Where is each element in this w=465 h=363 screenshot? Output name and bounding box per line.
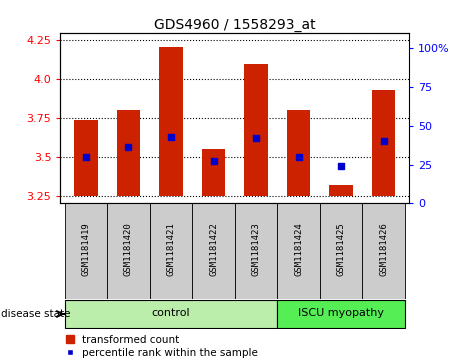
Point [338, 163, 345, 169]
Point [125, 144, 132, 150]
Bar [287, 110, 310, 196]
Bar [362, 203, 405, 299]
Bar [150, 203, 193, 299]
Bar [193, 203, 235, 299]
Text: GSM1181426: GSM1181426 [379, 223, 388, 276]
Bar [245, 64, 268, 196]
Bar [159, 46, 183, 196]
Legend: transformed count, percentile rank within the sample: transformed count, percentile rank withi… [66, 335, 258, 358]
Text: GSM1181419: GSM1181419 [81, 223, 91, 276]
Text: GSM1181421: GSM1181421 [166, 223, 175, 276]
Text: GSM1181420: GSM1181420 [124, 223, 133, 276]
Text: control: control [152, 309, 190, 318]
Bar [235, 203, 277, 299]
Bar [277, 300, 405, 328]
Bar [277, 203, 320, 299]
Text: GSM1181422: GSM1181422 [209, 223, 218, 276]
Text: ISCU myopathy: ISCU myopathy [298, 309, 384, 318]
Bar [320, 203, 362, 299]
Text: disease state: disease state [1, 309, 70, 319]
Bar [65, 300, 277, 328]
Bar [330, 185, 353, 196]
Bar [74, 119, 98, 196]
Point [295, 154, 302, 160]
Text: GSM1181423: GSM1181423 [252, 223, 260, 276]
Point [82, 154, 90, 160]
Point [252, 135, 260, 141]
Title: GDS4960 / 1558293_at: GDS4960 / 1558293_at [154, 18, 316, 32]
Point [167, 134, 175, 139]
Point [380, 138, 387, 144]
Bar [107, 203, 150, 299]
Point [210, 159, 217, 164]
Bar [372, 90, 395, 196]
Text: GSM1181424: GSM1181424 [294, 223, 303, 276]
Bar [65, 203, 107, 299]
Text: GSM1181425: GSM1181425 [337, 223, 345, 276]
Bar [202, 149, 225, 196]
Bar [117, 110, 140, 196]
